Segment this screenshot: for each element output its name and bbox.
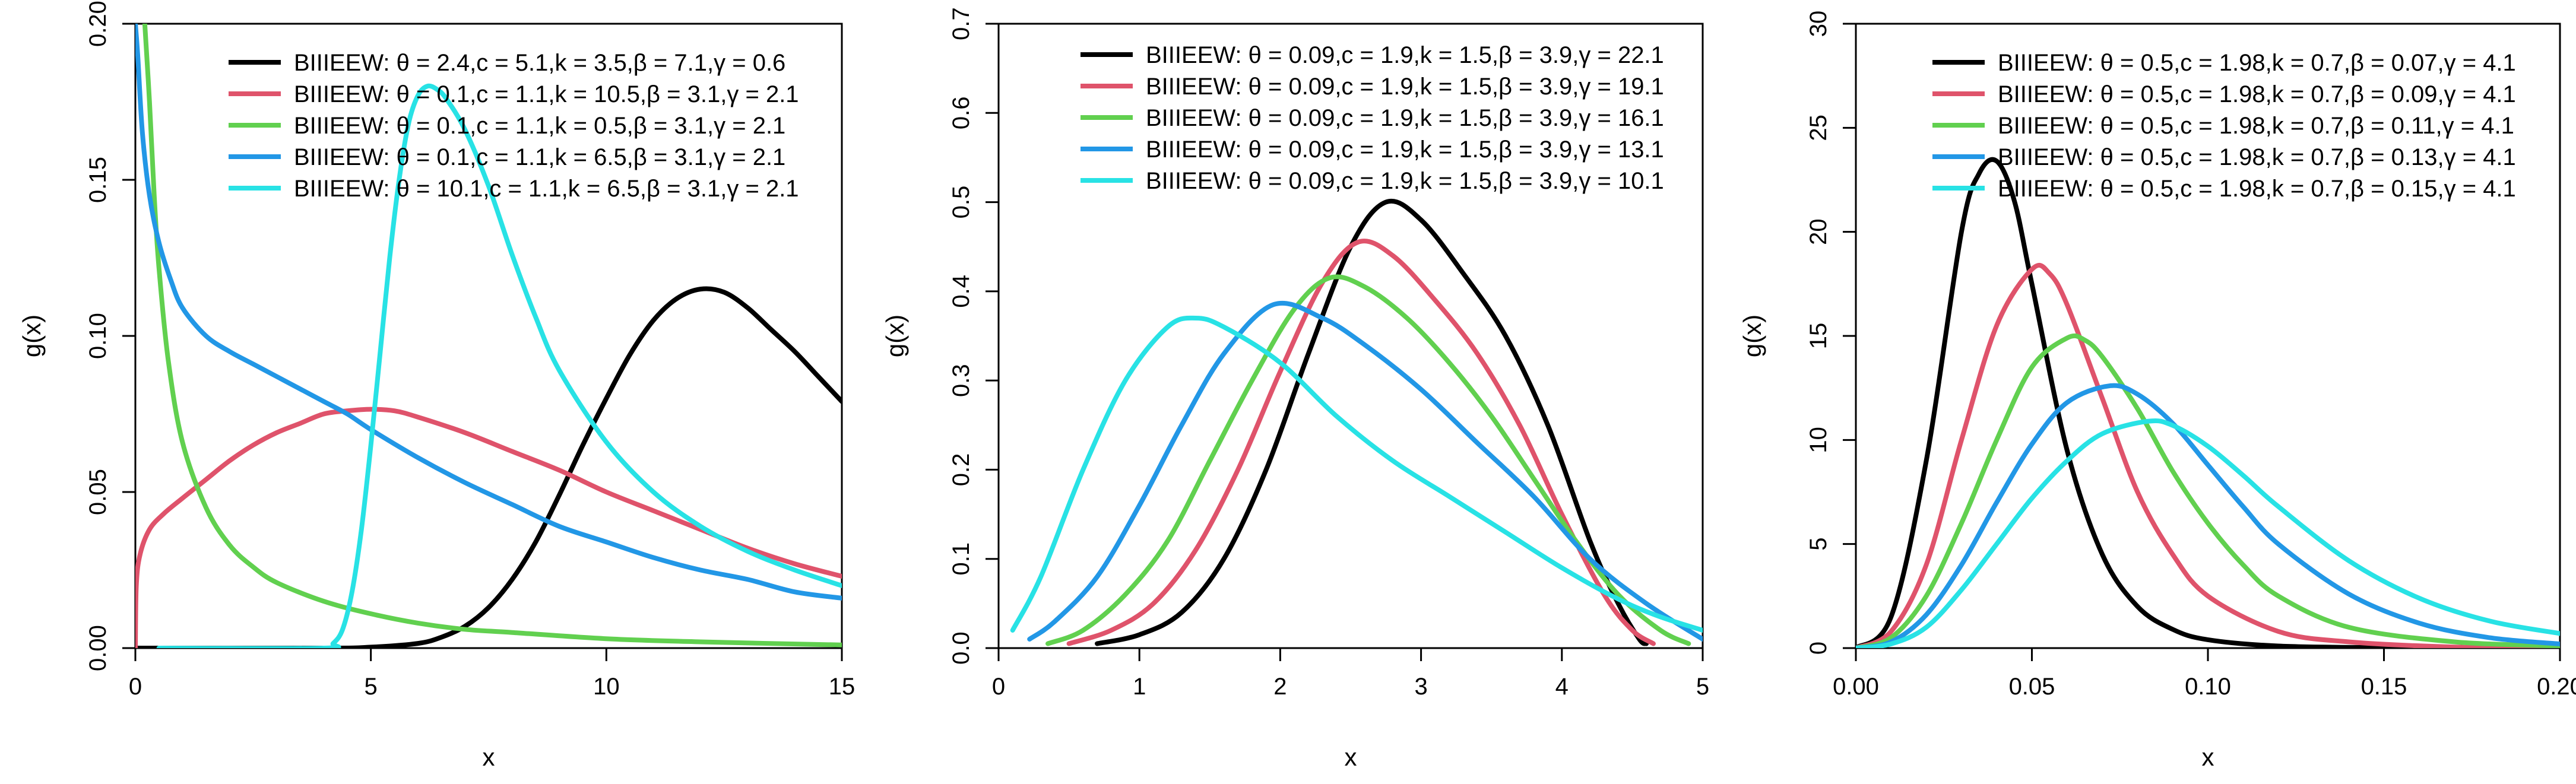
series-line-4 xyxy=(1027,300,1703,642)
plot-area xyxy=(1856,157,2560,648)
x-tick-label: 0.05 xyxy=(2009,674,2055,700)
y-tick-label: 20 xyxy=(1805,218,1832,245)
y-axis-title: g(x) xyxy=(881,315,909,357)
legend-label-2: BIIIEEW: θ = 0.1,c = 1.1,k = 10.5,β = 3.… xyxy=(294,81,799,107)
x-tick-label: 0 xyxy=(129,674,142,700)
x-tick-label: 2 xyxy=(1273,674,1287,700)
series-line-1 xyxy=(1095,198,1649,646)
x-tick-label: 0.00 xyxy=(1833,674,1879,700)
x-axis-title: x xyxy=(483,743,495,771)
legend-label-5: BIIIEEW: θ = 10.1,c = 1.1,k = 6.5,β = 3.… xyxy=(294,176,799,202)
y-tick-label: 15 xyxy=(1805,323,1832,350)
series-line-2 xyxy=(135,407,842,648)
series-line-4 xyxy=(135,24,842,601)
y-tick-label: 0.6 xyxy=(948,96,974,129)
x-tick-label: 5 xyxy=(365,674,378,700)
series-line-2 xyxy=(1066,239,1656,646)
legend-label-2: BIIIEEW: θ = 0.5,c = 1.98,k = 0.7,β = 0.… xyxy=(1998,81,2516,107)
y-tick-label: 25 xyxy=(1805,115,1832,141)
chart-panel-2: 0 1 2 3 4 5 0.0 0.1 0.2 0.3 0.4 0.5 0.6 0.7 x g(x) BIIIE… xyxy=(881,7,1709,771)
series-line-5 xyxy=(156,83,842,648)
series-line-1 xyxy=(135,286,842,648)
y-axis-title: g(x) xyxy=(18,315,46,357)
legend-label-4: BIIIEEW: θ = 0.09,c = 1.9,k = 1.5,β = 3.… xyxy=(1146,137,1664,163)
legend-label-2: BIIIEEW: θ = 0.09,c = 1.9,k = 1.5,β = 3.… xyxy=(1146,74,1664,100)
plot-area xyxy=(135,24,842,648)
x-tick-label: 0.20 xyxy=(2537,674,2576,700)
x-tick-label: 0.10 xyxy=(2185,674,2231,700)
legend-label-4: BIIIEEW: θ = 0.1,c = 1.1,k = 6.5,β = 3.1… xyxy=(294,144,785,170)
x-tick-label: 15 xyxy=(829,674,856,700)
series-line-3 xyxy=(1045,274,1691,646)
x-tick-label: 0.15 xyxy=(2361,674,2407,700)
y-tick-label: 0.00 xyxy=(85,625,111,671)
series-line-5 xyxy=(1856,418,2560,648)
y-tick-label: 0.2 xyxy=(948,453,974,487)
y-tick-label: 0 xyxy=(1805,642,1832,655)
y-tick-label: 30 xyxy=(1805,11,1832,37)
series-line-3 xyxy=(1856,333,2560,648)
y-tick-label: 0.5 xyxy=(948,186,974,219)
x-tick-label: 3 xyxy=(1414,674,1427,700)
y-tick-label: 0.4 xyxy=(948,275,974,308)
y-tick-label: 0.0 xyxy=(948,631,974,665)
y-axis-title: g(x) xyxy=(1738,315,1766,357)
y-tick-label: 0.05 xyxy=(85,469,111,515)
x-axis-title: x xyxy=(2202,743,2214,771)
y-tick-label: 0.1 xyxy=(948,542,974,576)
plot-area xyxy=(1010,198,1703,646)
series-line-5 xyxy=(1010,315,1703,633)
x-tick-label: 10 xyxy=(593,674,620,700)
legend-label-3: BIIIEEW: θ = 0.5,c = 1.98,k = 0.7,β = 0.… xyxy=(1998,113,2514,139)
chart-panel-3: 0.00 0.05 0.10 0.15 0.20 0 5 10 15 20 25 30 x g(x) BII… xyxy=(1738,11,2576,771)
chart-panel-1: 0 5 10 15 0.00 0.05 0.10 0.15 0.20 x g(x) BIIIEEW: … xyxy=(18,1,855,771)
x-tick-label: 5 xyxy=(1696,674,1709,700)
x-tick-label: 4 xyxy=(1555,674,1569,700)
legend-label-1: BIIIEEW: θ = 0.5,c = 1.98,k = 0.7,β = 0.… xyxy=(1998,50,2516,76)
y-tick-label: 0.7 xyxy=(948,7,974,40)
legend-label-3: BIIIEEW: θ = 0.09,c = 1.9,k = 1.5,β = 3.… xyxy=(1146,105,1664,131)
plot-frame xyxy=(997,23,1704,649)
legend-label-3: BIIIEEW: θ = 0.1,c = 1.1,k = 0.5,β = 3.1… xyxy=(294,113,785,139)
y-tick-label: 5 xyxy=(1805,538,1832,551)
x-axis-title: x xyxy=(1345,743,1357,771)
y-tick-label: 10 xyxy=(1805,427,1832,453)
y-tick-label: 0.3 xyxy=(948,364,974,397)
legend-label-4: BIIIEEW: θ = 0.5,c = 1.98,k = 0.7,β = 0.… xyxy=(1998,144,2516,170)
series-line-2 xyxy=(1856,262,2560,648)
x-tick-label: 0 xyxy=(992,674,1005,700)
x-tick-label: 1 xyxy=(1133,674,1146,700)
y-tick-label: 0.20 xyxy=(85,1,111,47)
series-line-1 xyxy=(1856,157,2457,648)
y-tick-label: 0.10 xyxy=(85,313,111,359)
legend-label-5: BIIIEEW: θ = 0.09,c = 1.9,k = 1.5,β = 3.… xyxy=(1146,168,1664,194)
legend-label-1: BIIIEEW: θ = 0.09,c = 1.9,k = 1.5,β = 3.… xyxy=(1146,42,1664,68)
legend-label-5: BIIIEEW: θ = 0.5,c = 1.98,k = 0.7,β = 0.… xyxy=(1998,176,2516,202)
legend-label-1: BIIIEEW: θ = 2.4,c = 5.1,k = 3.5,β = 7.1… xyxy=(294,50,785,76)
series-line-4 xyxy=(1856,383,2560,648)
y-tick-label: 0.15 xyxy=(85,157,111,203)
